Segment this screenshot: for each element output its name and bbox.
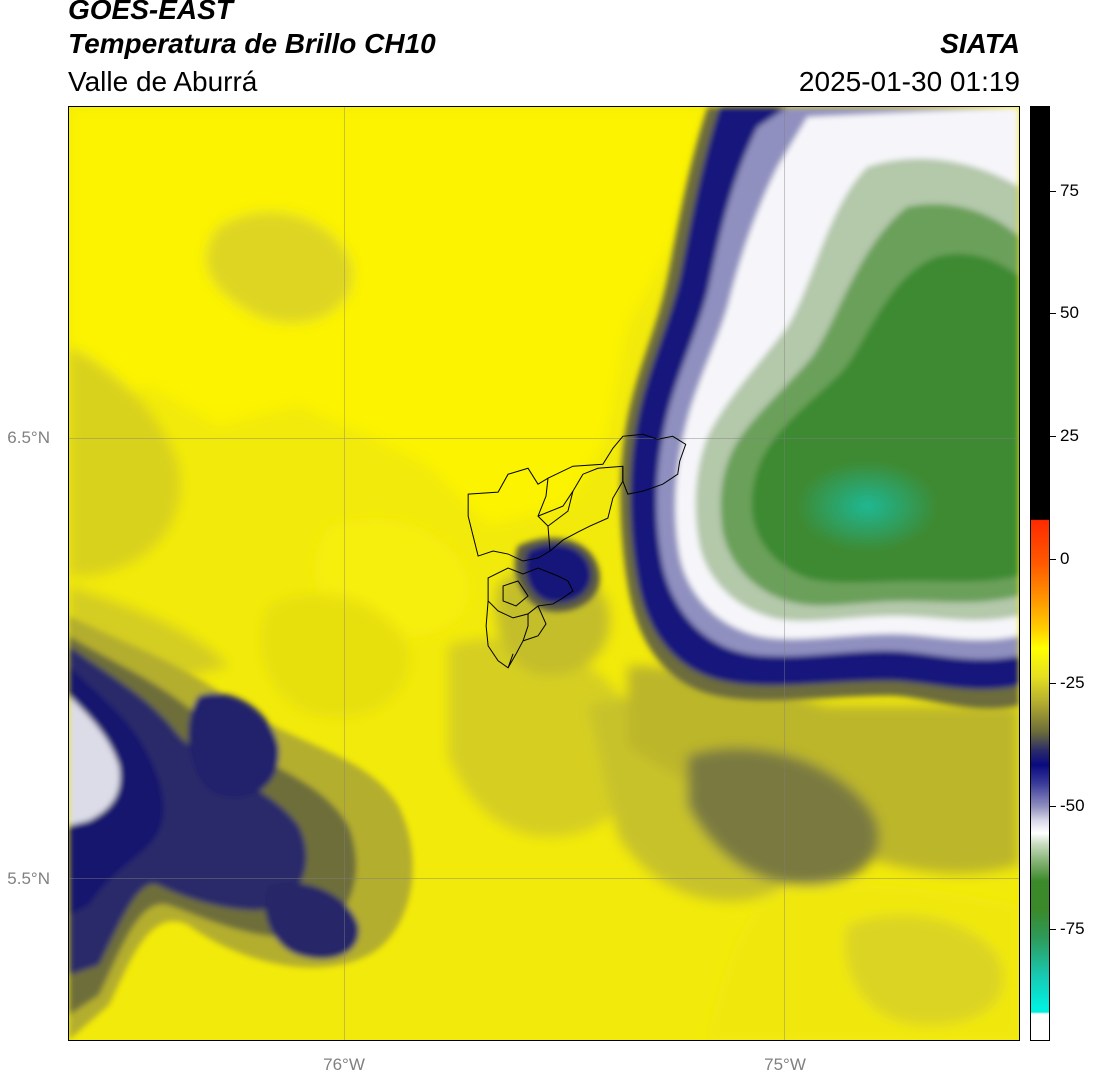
lat-tick-6-5: 6.5°N (7, 428, 50, 447)
temperature-colorbar (1030, 106, 1050, 1041)
map-canvas (69, 107, 1019, 1040)
cb-tickmark-0 (1050, 559, 1056, 560)
cb-label-m75: -75 (1060, 919, 1085, 938)
cb-tickmark-m75 (1050, 929, 1056, 930)
southwest-cloud (69, 615, 413, 1040)
cb-label-m25: -25 (1060, 673, 1085, 692)
cb-label-25: 25 (1060, 426, 1079, 445)
cb-tickmark-m50 (1050, 806, 1056, 807)
brightness-temperature-map (68, 106, 1020, 1041)
municipal-boundaries (467, 433, 687, 669)
cb-tickmark-m25 (1050, 683, 1056, 684)
timestamp-label: 2025-01-30 01:19 (798, 66, 1020, 97)
lat-tick-5-5: 5.5°N (7, 869, 50, 888)
satellite-title: GOES-EAST (68, 0, 233, 25)
cb-label-0: 0 (1060, 549, 1070, 568)
cb-tickmark-75 (1050, 191, 1056, 192)
cb-label-50: 50 (1060, 303, 1079, 322)
cb-tickmark-50 (1050, 313, 1056, 314)
lon-tick-76: 76°W (323, 1055, 365, 1074)
central-cloud-cell (514, 537, 600, 612)
cb-tickmark-25 (1050, 436, 1056, 437)
lon-tick-75: 75°W (764, 1055, 806, 1074)
northeast-cloud (620, 107, 1019, 709)
texture-layer (69, 107, 1019, 1040)
organization-label: SIATA (940, 28, 1020, 59)
product-title: Temperatura de Brillo CH10 (68, 28, 436, 59)
cb-label-m50: -50 (1060, 796, 1085, 815)
region-subtitle: Valle de Aburrá (68, 66, 258, 97)
graticule (69, 107, 1019, 1040)
cb-label-75: 75 (1060, 181, 1079, 200)
